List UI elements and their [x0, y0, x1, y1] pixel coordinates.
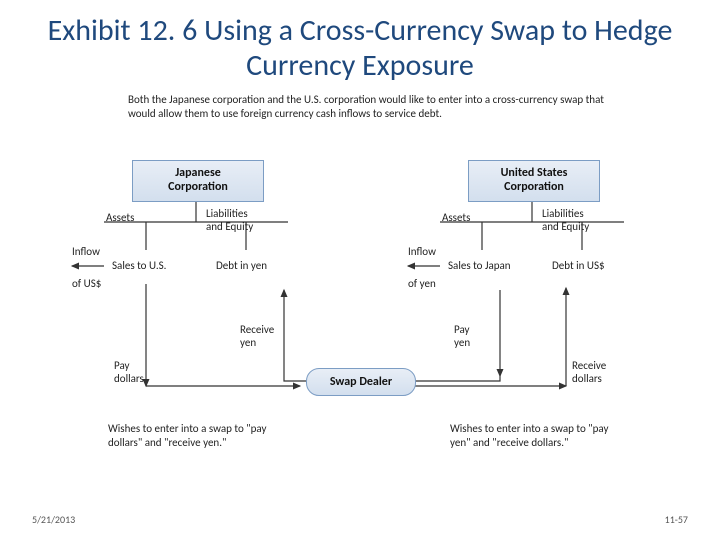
swap-diagram: JapaneseCorporation United StatesCorpora…: [0, 150, 720, 480]
us-corporation-box: United StatesCorporation: [468, 160, 600, 202]
footer-date: 5/21/2013: [32, 513, 75, 526]
label-jp_recv: Receiveyen: [240, 324, 274, 349]
intro-text: Both the Japanese corporation and the U.…: [0, 87, 608, 121]
japanese-corporation-box: JapaneseCorporation: [132, 160, 264, 202]
label-us_debt: Debt in US$: [552, 260, 605, 273]
label-us_assets: Assets: [442, 212, 470, 225]
label-us_ofyen: of yen: [408, 278, 436, 291]
label-jp_sales: Sales to U.S.: [112, 260, 166, 273]
label-jp_inflow: Inflow: [72, 246, 100, 259]
label-jp_liab: Liabilitiesand Equity: [206, 208, 253, 233]
footer-page: 11-57: [665, 513, 688, 526]
label-us_liab: Liabilitiesand Equity: [542, 208, 589, 233]
label-jp_debt: Debt in yen: [216, 260, 267, 273]
label-us_pay: Payyen: [454, 324, 470, 349]
label-us_inflow: Inflow: [408, 246, 436, 259]
label-jp_pay: Paydollars: [114, 360, 144, 385]
label-us_recv: Receivedollars: [572, 360, 606, 385]
label-us_sales: Sales to Japan: [448, 260, 511, 273]
label-jp_ofus: of US$: [72, 278, 101, 291]
jp-wish-text: Wishes to enter into a swap to "pay doll…: [108, 422, 278, 450]
label-jp_assets: Assets: [106, 212, 134, 225]
us-wish-text: Wishes to enter into a swap to "pay yen"…: [450, 422, 620, 450]
swap-dealer-box: Swap Dealer: [306, 368, 416, 396]
slide-title: Exhibit 12. 6 Using a Cross-Currency Swa…: [0, 0, 720, 87]
